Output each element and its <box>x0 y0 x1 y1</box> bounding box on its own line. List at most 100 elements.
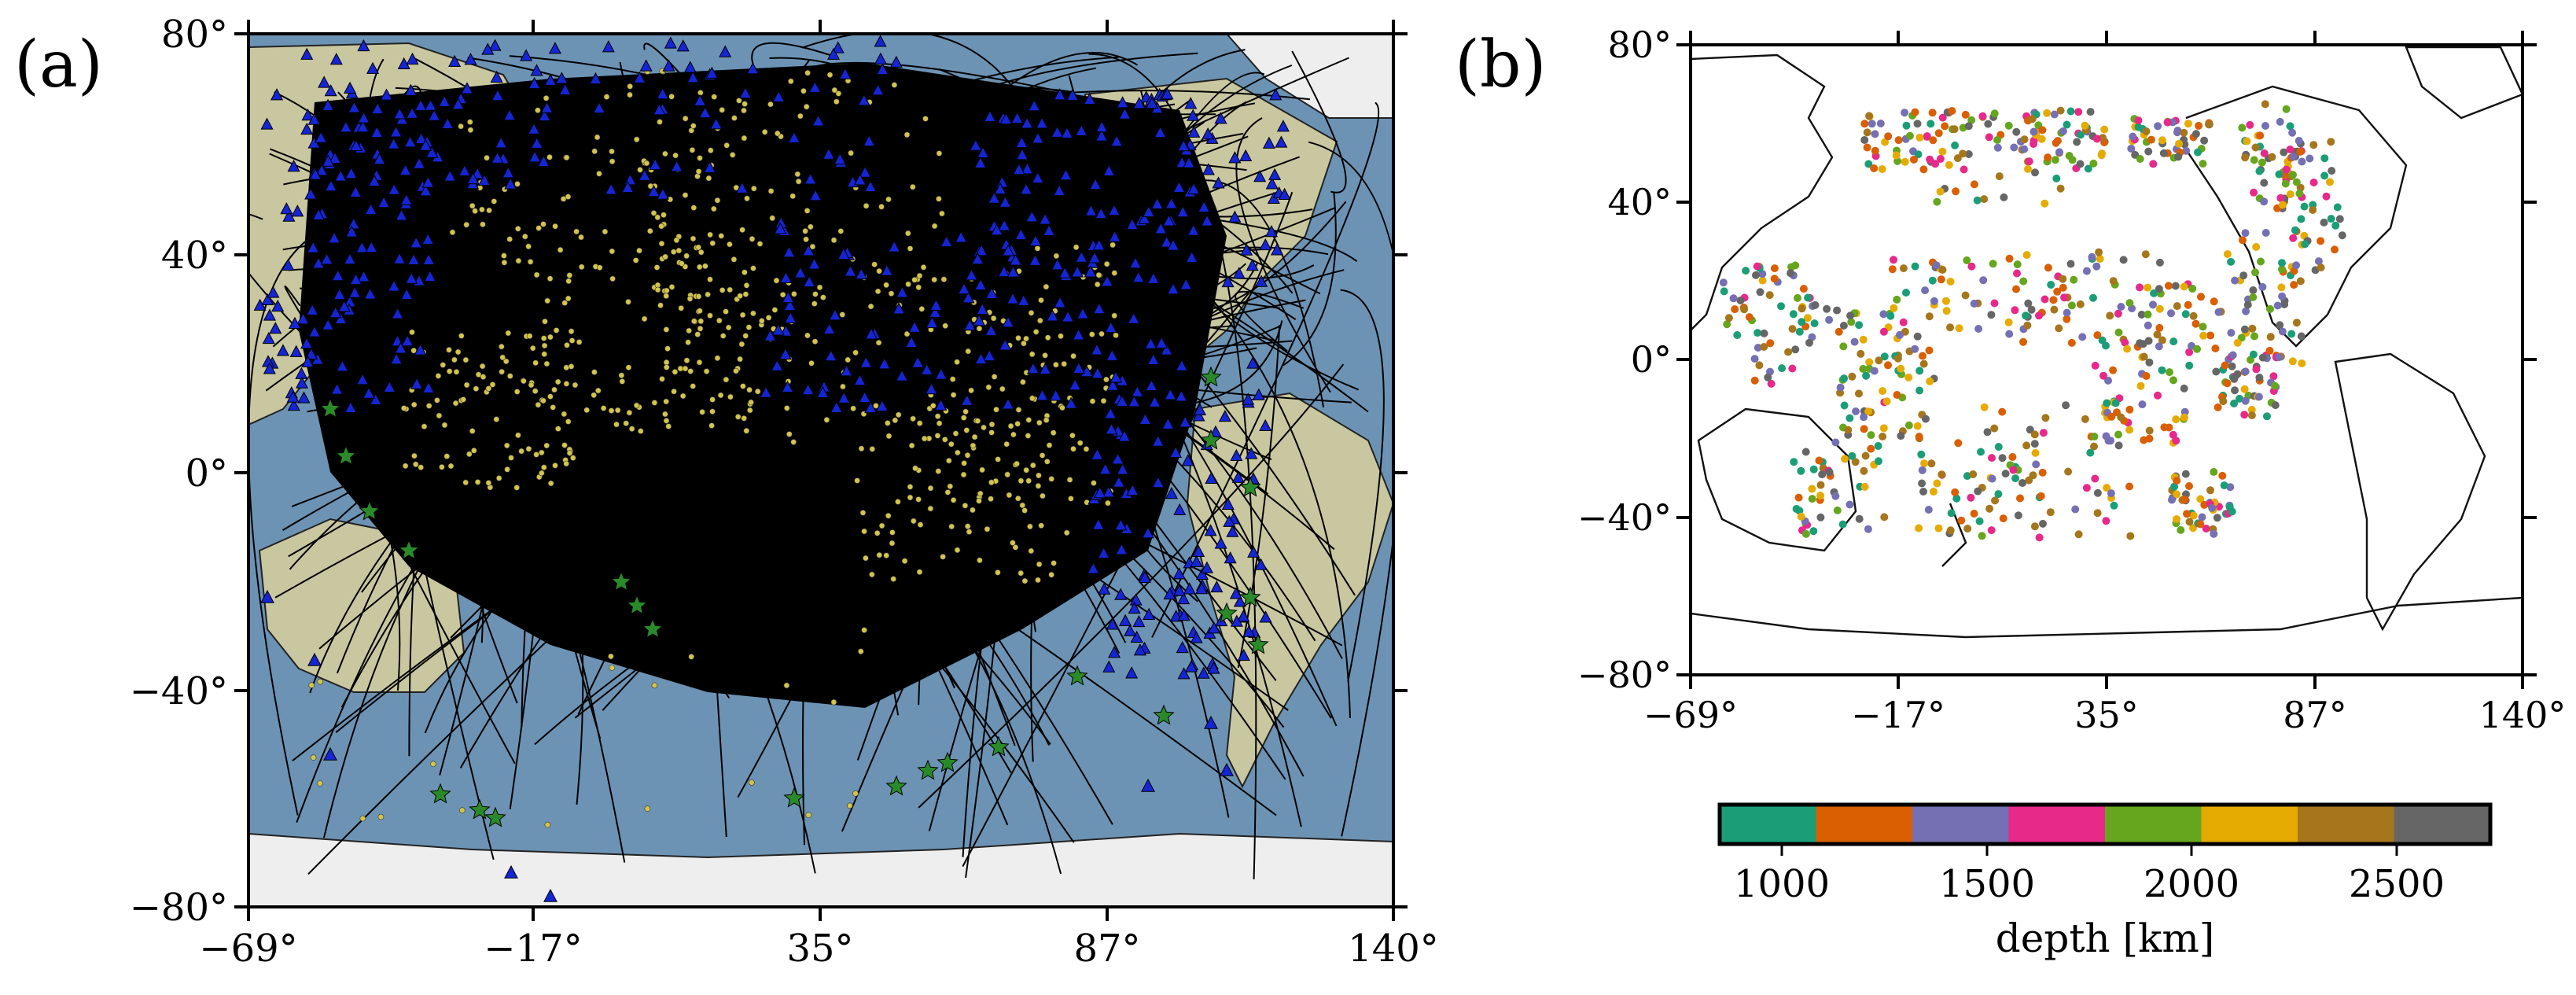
bounce-point <box>687 368 694 374</box>
bounce-point <box>1040 492 1046 499</box>
bounce-point <box>950 392 957 398</box>
bounce-point <box>697 325 704 332</box>
depth-point <box>1983 428 1992 437</box>
station-marker <box>1108 230 1121 242</box>
bounce-point <box>452 400 459 407</box>
depth-point <box>2070 275 2078 284</box>
station-marker <box>1091 367 1104 379</box>
bounce-point <box>525 243 532 250</box>
station-marker <box>421 175 435 188</box>
bounce-point <box>874 288 881 295</box>
depth-point <box>2309 206 2317 214</box>
bounce-point <box>474 479 481 485</box>
station-marker <box>1144 337 1157 349</box>
depth-point <box>2169 376 2177 385</box>
station-marker <box>875 399 889 412</box>
depth-point <box>1760 329 1768 337</box>
station-marker <box>874 52 887 64</box>
bounce-point <box>840 383 846 390</box>
station-marker <box>1006 265 1020 278</box>
depth-point <box>2241 153 2250 162</box>
bounce-point <box>668 94 675 100</box>
depth-point <box>1899 318 1908 326</box>
depth-point <box>1724 314 1733 322</box>
station-marker <box>973 156 987 169</box>
station-marker <box>1053 88 1066 101</box>
bounce-point <box>754 388 761 395</box>
depth-point <box>1980 195 1989 204</box>
bounce-point <box>883 282 889 289</box>
y-tick-label: 40° <box>161 234 228 278</box>
station-marker <box>1039 362 1052 375</box>
depth-point <box>1970 300 1978 308</box>
depth-point <box>2188 285 2197 293</box>
depth-point <box>2269 372 2278 381</box>
bounce-point <box>952 430 959 437</box>
bounce-point <box>695 293 702 300</box>
station-marker <box>670 160 683 172</box>
station-marker <box>1098 582 1111 595</box>
bounce-point <box>889 540 896 547</box>
station-marker <box>874 35 887 47</box>
y-tick-label: −40° <box>1577 496 1672 539</box>
depth-point <box>2286 146 2294 153</box>
bounce-point <box>1021 340 1027 347</box>
station-marker <box>1071 265 1084 278</box>
bounce-point <box>922 116 929 122</box>
bounce-point <box>1032 329 1040 335</box>
depth-point <box>1879 387 1887 396</box>
colorbar-tick-label: 1000 <box>1734 862 1830 906</box>
station-marker <box>528 150 542 163</box>
station-marker <box>1015 135 1029 148</box>
source-star <box>1066 665 1088 686</box>
bounce-point <box>962 408 969 415</box>
depth-point <box>1948 107 1956 115</box>
depth-point <box>2276 193 2285 202</box>
depth-point <box>1980 403 1989 411</box>
bounce-point <box>552 223 558 230</box>
depth-point <box>1934 129 1943 138</box>
coastline-south-america <box>2334 352 2486 632</box>
depth-point <box>2251 143 2260 152</box>
bounce-point <box>707 276 713 283</box>
depth-point <box>2250 188 2258 197</box>
station-marker <box>410 377 424 389</box>
stations-layer <box>253 35 1291 902</box>
bounce-point <box>633 402 640 409</box>
bounce-point <box>854 477 860 484</box>
station-marker <box>1190 631 1203 643</box>
x-tick-label: −69° <box>1643 694 1738 736</box>
bounce-point <box>690 205 697 211</box>
bounce-point <box>463 221 470 228</box>
station-marker <box>322 318 335 330</box>
bounce-point <box>454 348 462 356</box>
bounce-point <box>794 171 801 178</box>
bounce-point <box>871 261 878 268</box>
station-marker <box>1127 311 1140 324</box>
bounce-point <box>910 415 916 422</box>
depth-point <box>2240 385 2249 393</box>
depth-point <box>1825 315 1834 324</box>
depth-point <box>1860 466 1868 475</box>
bounce-point <box>916 272 923 279</box>
bounce-point <box>719 287 726 293</box>
depth-point <box>2240 325 2249 334</box>
depth-point <box>2238 123 2247 132</box>
bounce-point <box>578 263 585 271</box>
depth-point <box>1936 187 1945 196</box>
station-marker <box>896 286 909 298</box>
bounce-point <box>946 457 952 464</box>
bounce-point <box>542 318 548 325</box>
depth-point <box>2030 140 2037 148</box>
y-tick-label: −40° <box>130 669 228 713</box>
depth-point <box>1925 346 1934 355</box>
station-marker <box>403 135 417 148</box>
depth-point <box>1905 131 1914 140</box>
x-tick-label: 140° <box>2479 694 2567 736</box>
depth-point <box>2250 156 2258 164</box>
station-marker <box>329 53 343 65</box>
depth-point <box>2286 122 2294 131</box>
depth-point <box>2233 370 2242 378</box>
station-marker <box>414 98 428 111</box>
colorbar-segment <box>1720 805 1816 844</box>
